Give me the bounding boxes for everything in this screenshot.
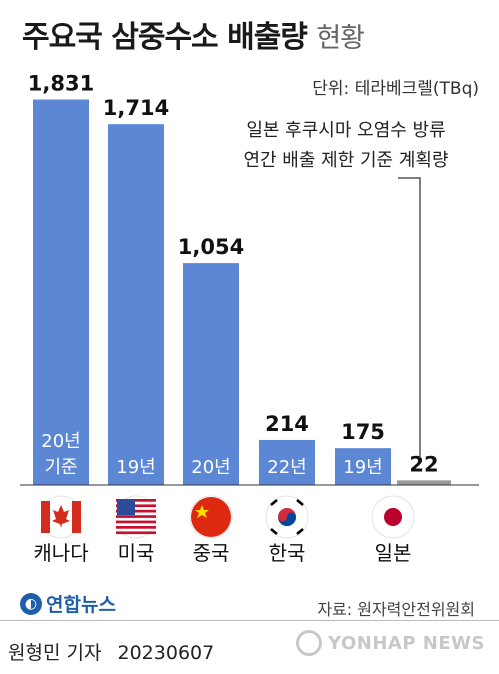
chart-title: 주요국 삼중수소 배출량 현황 <box>22 12 365 56</box>
unit-label: 단위: 테라베크렐(TBq) <box>312 79 479 99</box>
country-label-5: 일본 <box>375 541 412 565</box>
canada-maple-leaf <box>52 505 70 528</box>
japan-note: 일본 후쿠시마 오염수 방류 연간 배출 제한 기준 계획량 <box>211 116 481 176</box>
us-stripe-2 <box>116 504 156 508</box>
chart-title-main: 주요국 삼중수소 배출량 <box>22 20 308 55</box>
japan-note-line2: 연간 배출 제한 기준 계획량 <box>243 150 449 171</box>
korea-trigram-1 <box>270 499 278 506</box>
us-stripe-5 <box>116 520 156 524</box>
year-label-2-1: 19년 <box>116 457 155 478</box>
year-label-4-1: 22년 <box>267 457 306 478</box>
bar-5 <box>397 480 451 485</box>
value-label-japan-175: 175 <box>341 420 385 444</box>
us-stripe-3 <box>116 509 156 513</box>
year-label-japan-175: 19년 <box>343 457 382 478</box>
yonhap-logo-icon: ◐ <box>20 592 42 615</box>
note-leader-line <box>398 177 421 458</box>
year-label-3-1: 20년 <box>191 457 230 478</box>
source-text: 자료: 원자력안전위원회 <box>317 600 475 619</box>
china-star <box>195 505 209 518</box>
japan-sun <box>384 508 402 526</box>
korea-trigram-2 <box>296 499 304 506</box>
country-label-3: 중국 <box>193 541 230 565</box>
value-label-5: 22 <box>409 452 438 476</box>
reporter-name: 원형민 기자 <box>8 642 102 664</box>
canada-flag-left <box>41 501 50 533</box>
bar-2 <box>108 124 164 485</box>
reporter-line: 원형민 기자 20230607 <box>8 638 214 665</box>
bar-japan-175 <box>335 448 391 485</box>
korea-trigram-4 <box>296 528 304 535</box>
japan-note-line1: 일본 후쿠시마 오염수 방류 <box>246 120 446 141</box>
watermark: YONHAP NEWS <box>296 630 485 656</box>
value-label-2: 1,714 <box>103 96 169 120</box>
footer-divider <box>0 620 499 621</box>
chart-title-sub: 현황 <box>316 23 365 54</box>
watermark-icon <box>296 630 323 656</box>
value-label-4: 214 <box>265 412 309 436</box>
watermark-text: YONHAP NEWS <box>328 632 485 654</box>
canada-flag-right <box>72 501 81 533</box>
us-stripe-7 <box>116 531 156 535</box>
value-label-1: 1,831 <box>28 72 94 96</box>
country-label-1: 캐나다 <box>33 541 88 565</box>
year-label-1-1: 20년 <box>41 431 80 452</box>
yonhap-logo-text: 연합뉴스 <box>46 594 116 616</box>
korea-taeguk-blue <box>278 512 296 526</box>
china-flag-bg <box>191 497 231 537</box>
yonhap-logo: ◐ 연합뉴스 <box>20 590 116 617</box>
us-canton <box>117 499 135 515</box>
bar-3 <box>183 263 239 485</box>
country-label-2: 미국 <box>118 541 155 565</box>
reporter-date: 20230607 <box>117 642 215 664</box>
us-stripe-4 <box>116 515 156 518</box>
year-label-1-2: 기준 <box>44 457 77 478</box>
korea-trigram-3 <box>270 528 278 535</box>
bar-1 <box>33 99 89 486</box>
us-stripe-6 <box>116 526 156 529</box>
us-stripe-1 <box>116 499 156 502</box>
value-label-3: 1,054 <box>178 235 244 259</box>
country-label-4: 한국 <box>269 541 306 565</box>
bar-4 <box>259 439 315 485</box>
